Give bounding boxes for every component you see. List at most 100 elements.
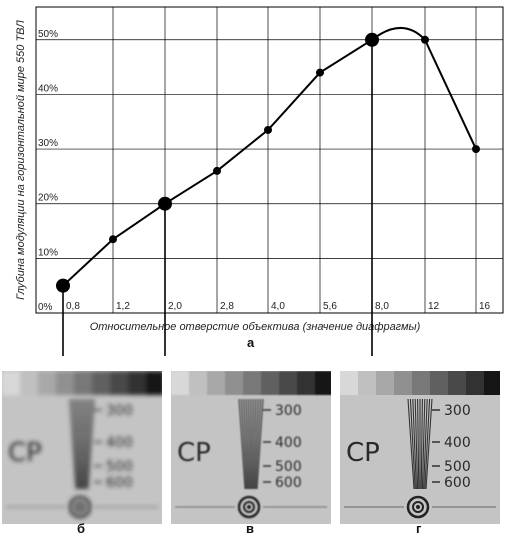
target-center — [247, 505, 251, 509]
x-tick-label: 8,0 — [375, 301, 389, 312]
x-tick-label: 12 — [428, 301, 440, 312]
photo-b: CP 300 400 500 600 — [2, 371, 162, 524]
wedge-line — [412, 398, 417, 490]
gray-scale-step — [297, 371, 315, 395]
gray-scale-step — [74, 371, 92, 395]
y-tick-label: 30% — [38, 138, 58, 149]
x-tick-label: 0,8 — [66, 301, 80, 312]
plot-frame — [35, 6, 504, 314]
gray-scale-step — [243, 371, 261, 395]
gray-scale-step — [412, 371, 430, 395]
wedge-line — [407, 398, 415, 490]
gray-scale-step — [2, 371, 20, 395]
wedge-line — [86, 398, 93, 490]
wedge-line — [256, 398, 264, 490]
target-ring-outer — [406, 495, 430, 519]
wedge-line — [71, 398, 78, 490]
wedge-line — [420, 398, 423, 490]
gray-scale-step — [315, 371, 331, 395]
gray-scale-step — [448, 371, 466, 395]
scale-label: 600 — [106, 475, 133, 491]
wedge-line — [251, 398, 254, 490]
wedge-line — [243, 398, 248, 490]
gray-scale-step — [146, 371, 162, 395]
wedge-line — [79, 398, 82, 490]
data-point — [158, 196, 172, 211]
gray-scale-step — [430, 371, 448, 395]
gray-scale-step — [128, 371, 146, 395]
gray-scale-step — [376, 371, 394, 395]
y-tick-label: 0% — [38, 302, 53, 313]
photo-v: CP 300 400 500 600 — [171, 371, 331, 524]
gray-scale-step — [484, 371, 500, 395]
gray-scale-step — [340, 371, 358, 395]
data-point — [316, 68, 324, 77]
x-tick-label: 4,0 — [271, 301, 285, 312]
photo-caption-v: в — [246, 521, 254, 536]
data-point — [421, 35, 429, 44]
y-tick-label: 40% — [38, 83, 58, 94]
wedge-line — [238, 398, 246, 490]
x-axis-label: Относительное отверстие объектива (значе… — [90, 321, 421, 333]
chart-svg: 0% 10% 20% 30% 40% 50% 0,8 1,2 2,0 2,8 4,0 5,6 8,0 12… — [15, 6, 504, 356]
y-tick-label: 10% — [38, 247, 58, 258]
target-ring-inner — [412, 501, 424, 513]
gray-scale-step — [56, 371, 74, 395]
wedge-line — [248, 398, 251, 490]
wedge-line — [245, 398, 250, 490]
scale-label: 400 — [106, 435, 133, 451]
gray-scale-step — [92, 371, 110, 395]
wedge-line — [423, 398, 428, 490]
wedge-line — [409, 398, 416, 490]
data-point — [109, 235, 117, 244]
scale-label: 300 — [444, 403, 471, 419]
x-tick-label: 5,6 — [323, 301, 337, 312]
photo-cp-text: CP — [346, 438, 380, 468]
wedge-line — [414, 398, 419, 490]
target-center — [416, 505, 420, 509]
photo-caption-g: г — [416, 521, 422, 536]
scale-label: 500 — [106, 459, 133, 475]
gray-scale-step — [110, 371, 128, 395]
data-point — [264, 125, 272, 134]
x-tick-label: 2,8 — [220, 301, 234, 312]
wedge-line — [69, 398, 77, 490]
scale-label: 300 — [275, 403, 302, 419]
wedge-line — [74, 398, 79, 490]
chart: 0% 10% 20% 30% 40% 50% 0,8 1,2 2,0 2,8 4,0 5,6 8,0 12… — [15, 6, 504, 356]
gray-scale-step — [225, 371, 243, 395]
gray-scale-step — [394, 371, 412, 395]
target-ring-inner — [74, 501, 86, 513]
wedge-line — [255, 398, 262, 490]
wedge-line — [85, 398, 90, 490]
data-point — [365, 32, 379, 47]
photo-cp-text: CP — [8, 438, 42, 468]
panel-caption-a: а — [247, 335, 255, 350]
gray-scale-step — [189, 371, 207, 395]
target-ring-outer — [68, 495, 92, 519]
target-ring-outer — [237, 495, 261, 519]
photo-cp-text: CP — [177, 438, 211, 468]
wedge-line — [417, 398, 420, 490]
x-tick-label: 16 — [479, 301, 491, 312]
y-axis-label: Глубина модуляции на горизонтальной мире… — [15, 20, 27, 300]
scale-label: 500 — [275, 459, 302, 475]
target-ring-inner — [243, 501, 255, 513]
gray-scale-step — [358, 371, 376, 395]
data-point — [213, 166, 221, 175]
x-tick-label: 1,2 — [116, 301, 130, 312]
wedge-line — [82, 398, 85, 490]
wedge-line — [83, 398, 88, 490]
scale-label: 400 — [444, 435, 471, 451]
wedge-line — [424, 398, 431, 490]
photo-caption-b: б — [77, 521, 86, 536]
photo-g: CP 300 400 500 600 — [340, 371, 500, 524]
wedge-line — [421, 398, 426, 490]
wedge-line — [252, 398, 257, 490]
